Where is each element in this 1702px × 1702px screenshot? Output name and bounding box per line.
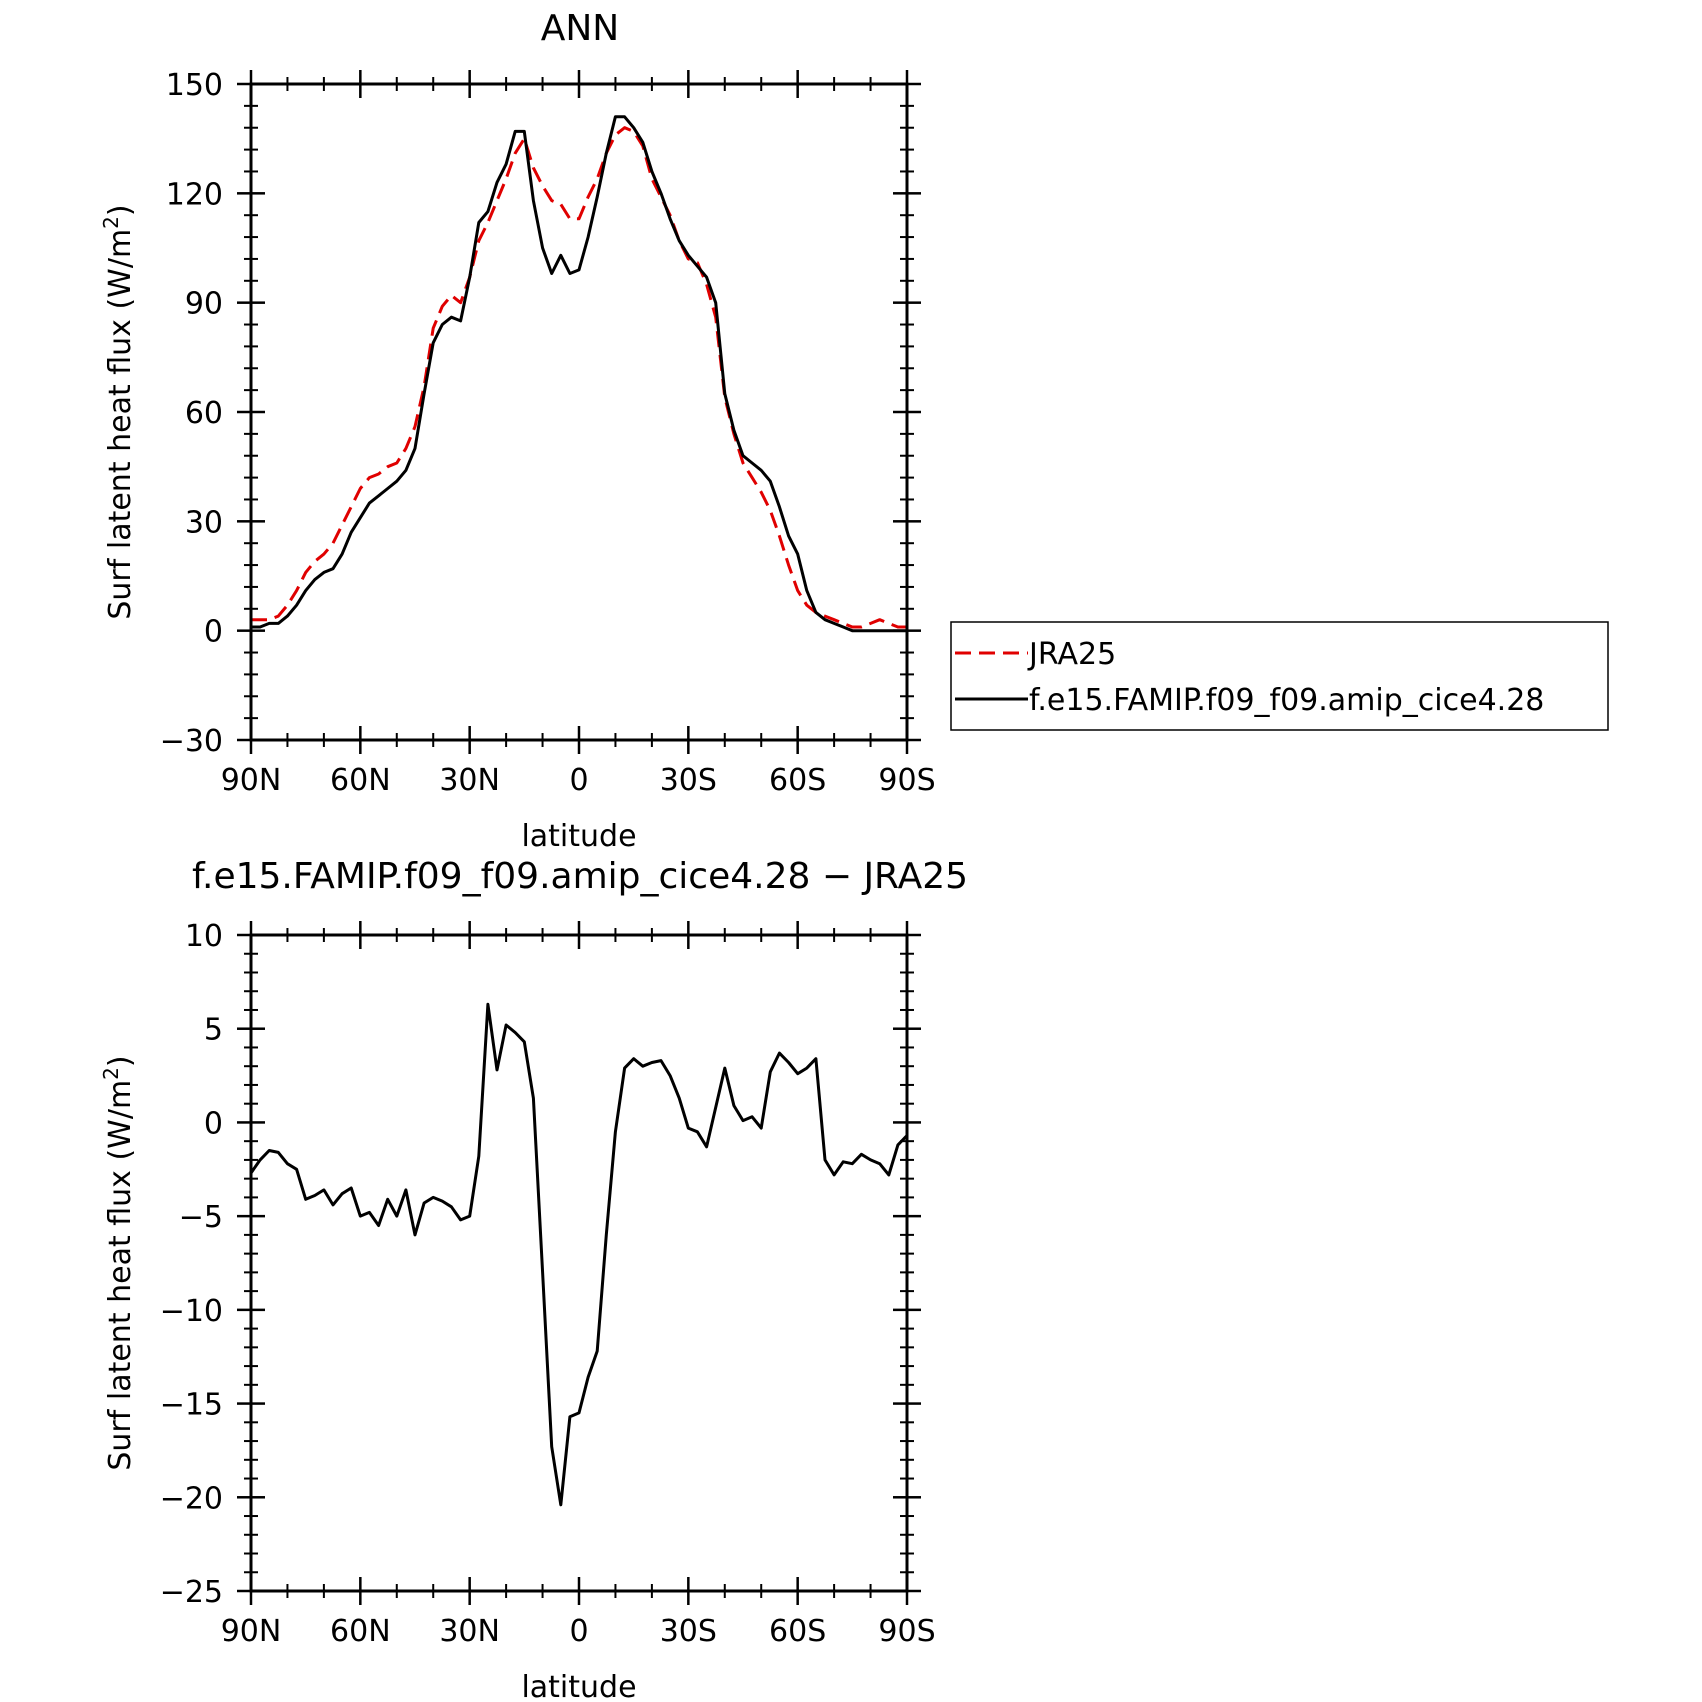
ytick-label-0-1: 0 <box>204 615 223 650</box>
ytick-label-1-2: −15 <box>160 1388 223 1423</box>
ytick-label-1-6: 5 <box>204 1013 223 1048</box>
legend-label-jra25: JRA25 <box>1027 637 1116 672</box>
ytick-label-0-3: 60 <box>185 396 223 431</box>
ytick-label-0-5: 120 <box>166 177 223 212</box>
xtick-label-0-1: 60N <box>330 763 391 798</box>
ytick-label-1-4: −5 <box>179 1200 223 1235</box>
xtick-label-0-5: 60S <box>769 763 826 798</box>
xtick-label-0-4: 30S <box>660 763 717 798</box>
legend-box <box>950 621 1609 731</box>
legend-label-model: f.e15.FAMIP.f09_f09.amip_cice4.28 <box>1029 683 1544 718</box>
xtick-label-1-2: 30N <box>439 1614 500 1649</box>
title-bottom: f.e15.FAMIP.f09_f09.amip_cice4.28 − JRA2… <box>192 856 968 897</box>
ytick-label-1-0: −25 <box>160 1575 223 1610</box>
ytick-label-1-1: −20 <box>160 1481 223 1516</box>
ytick-label-0-2: 30 <box>185 505 223 540</box>
xlabel-bottom: latitude <box>521 1670 636 1702</box>
xtick-label-1-0: 90N <box>221 1614 282 1649</box>
ylabel-top-main: Surf latent heat flux (W/m <box>103 229 138 620</box>
ylabel-bottom-main: Surf latent heat flux (W/m <box>103 1080 138 1471</box>
series-line-0-0 <box>251 126 907 629</box>
xtick-label-1-3: 0 <box>569 1614 588 1649</box>
ylabel-top-close: ) <box>103 204 138 216</box>
xtick-label-1-4: 30S <box>660 1614 717 1649</box>
ylabel-top-sup: 2 <box>99 216 123 229</box>
ytick-label-1-7: 10 <box>185 919 223 954</box>
xtick-label-0-6: 90S <box>878 763 935 798</box>
xlabel-top: latitude <box>521 819 636 854</box>
ytick-label-1-5: 0 <box>204 1106 223 1141</box>
plot-frame-top <box>249 82 909 742</box>
ylabel-bottom-close: ) <box>103 1055 138 1067</box>
xtick-label-0-3: 0 <box>569 763 588 798</box>
ylabel-bottom-sup: 2 <box>99 1067 123 1080</box>
ytick-label-0-0: −30 <box>160 724 223 759</box>
xtick-label-0-0: 90N <box>221 763 282 798</box>
ytick-label-0-6: 150 <box>166 68 223 103</box>
xtick-label-0-2: 30N <box>439 763 500 798</box>
panel-bottom: f.e15.FAMIP.f09_f09.amip_cice4.28 − JRA2… <box>99 856 968 1702</box>
ytick-label-0-4: 90 <box>185 287 223 322</box>
ytick-label-1-3: −10 <box>160 1294 223 1329</box>
plot-frame-bottom <box>249 933 909 1593</box>
legend: JRA25 f.e15.FAMIP.f09_f09.amip_cice4.28 <box>950 621 1609 731</box>
series-line-1-0 <box>249 1002 909 1507</box>
xtick-label-1-1: 60N <box>330 1614 391 1649</box>
xtick-label-1-5: 60S <box>769 1614 826 1649</box>
title-top: ANN <box>541 8 620 49</box>
ylabel-top: Surf latent heat flux (W/m2) <box>99 204 138 619</box>
series-line-0-1 <box>251 115 907 633</box>
xtick-label-1-6: 90S <box>878 1614 935 1649</box>
panel-top: ANN 90N 60N 30N 0 30S 60S 90S−300306090120150 … <box>99 8 1609 854</box>
ylabel-bottom: Surf latent heat flux (W/m2) <box>99 1055 138 1470</box>
